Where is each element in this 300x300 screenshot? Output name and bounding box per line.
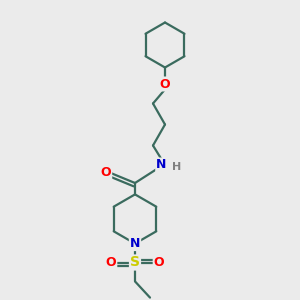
Text: O: O <box>154 256 164 269</box>
Text: N: N <box>156 158 167 172</box>
Text: O: O <box>160 77 170 91</box>
Text: O: O <box>100 166 111 179</box>
Text: N: N <box>130 237 140 250</box>
Text: S: S <box>130 256 140 269</box>
Text: H: H <box>172 162 181 172</box>
Text: O: O <box>106 256 116 269</box>
